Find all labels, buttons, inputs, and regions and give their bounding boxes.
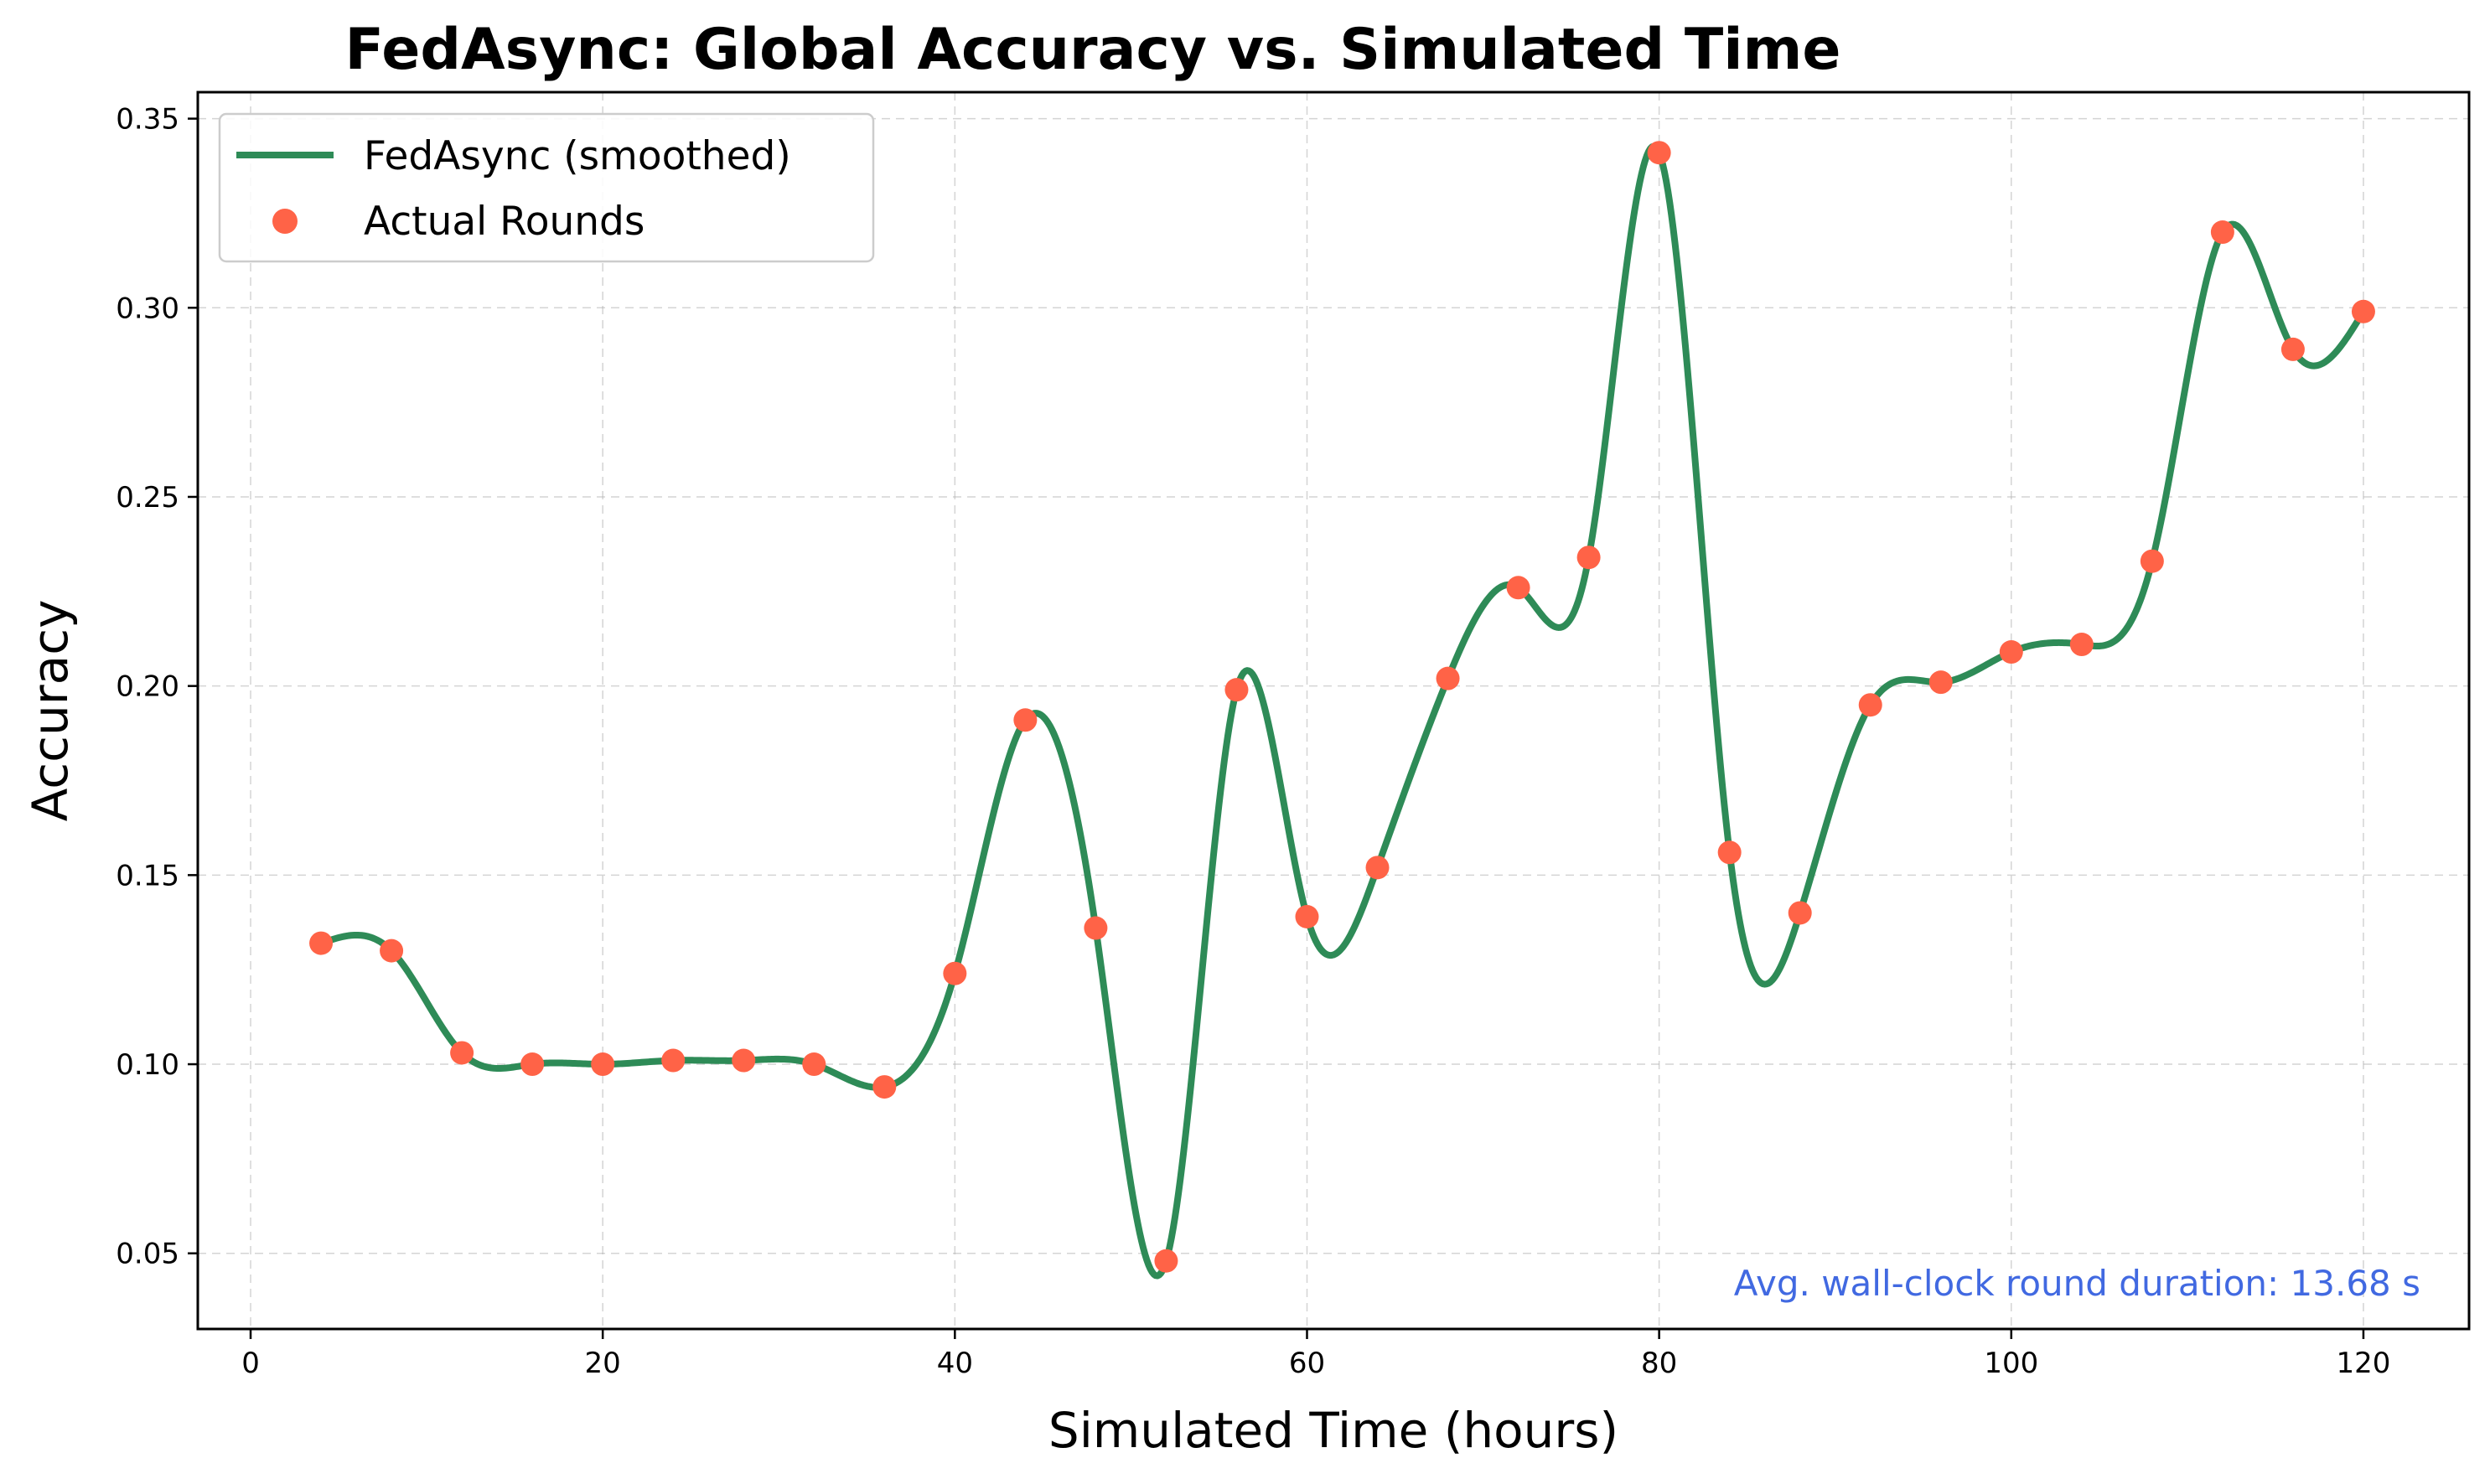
data-point-26 [2140, 549, 2164, 573]
data-point-17 [1506, 576, 1530, 600]
data-point-20 [1717, 840, 1742, 865]
legend-marker-swatch [272, 209, 298, 234]
legend-label-fedasync: FedAsync (smoothed) [364, 133, 791, 179]
y-axis-ticks: 0.05 0.10 0.15 0.20 0.25 0.30 0.35 [116, 103, 198, 1271]
legend-box [218, 112, 875, 263]
data-point-14 [1295, 905, 1319, 928]
data-point-8 [872, 1075, 897, 1099]
y-tick-label-5: 0.30 [116, 292, 179, 325]
x-tick-label-0: 0 [241, 1347, 260, 1380]
data-point-27 [2210, 220, 2234, 245]
x-tick-label-5: 100 [1984, 1347, 2038, 1380]
data-point-24 [1999, 640, 2023, 664]
data-point-15 [1365, 856, 1390, 880]
data-point-1 [380, 938, 404, 963]
x-tick-label-2: 40 [937, 1347, 973, 1380]
data-point-11 [1084, 916, 1108, 940]
data-point-19 [1647, 141, 1671, 165]
series-points-actual-rounds [309, 141, 2375, 1273]
data-point-23 [1928, 670, 1953, 695]
data-point-7 [802, 1052, 826, 1077]
x-tick-label-1: 20 [585, 1347, 621, 1380]
y-tick-label-6: 0.35 [116, 103, 179, 137]
plot-area-frame [196, 90, 2471, 1331]
y-tick-label-0: 0.05 [116, 1238, 179, 1271]
data-point-18 [1576, 546, 1601, 570]
data-point-25 [2069, 633, 2094, 657]
data-point-29 [2351, 299, 2375, 323]
y-tick-label-1: 0.10 [116, 1048, 179, 1082]
data-point-5 [661, 1048, 686, 1073]
y-tick-label-3: 0.20 [116, 670, 179, 704]
y-tick-label-2: 0.15 [116, 859, 179, 892]
data-point-10 [1013, 708, 1038, 732]
x-axis-label: Simulated Time (hours) [1048, 1402, 1618, 1459]
data-point-22 [1858, 693, 1882, 717]
x-tick-label-6: 120 [2337, 1347, 2391, 1380]
x-tick-label-4: 80 [1641, 1347, 1677, 1380]
round-duration-annotation: Avg. wall-clock round duration: 13.68 s [1734, 1263, 2420, 1304]
y-tick-label-4: 0.25 [116, 481, 179, 514]
chart-title: FedAsync: Global Accuracy vs. Simulated … [345, 17, 1841, 83]
data-point-3 [520, 1052, 545, 1077]
x-axis-ticks: 0 20 40 60 80 100 120 [241, 1329, 2390, 1380]
y-axis-label: Accuracy [22, 600, 79, 822]
data-point-9 [943, 961, 967, 985]
data-point-16 [1436, 666, 1460, 690]
x-tick-label-3: 60 [1289, 1347, 1325, 1380]
legend-label-actual-rounds: Actual Rounds [364, 199, 645, 245]
data-point-21 [1788, 901, 1812, 925]
data-point-4 [591, 1052, 615, 1077]
data-point-0 [309, 931, 334, 955]
data-point-6 [732, 1048, 756, 1073]
data-point-13 [1224, 678, 1249, 702]
series-line-fedasync [318, 142, 2367, 1280]
data-point-28 [2280, 337, 2305, 361]
legend: FedAsync (smoothed) Actual Rounds [218, 112, 875, 263]
data-point-2 [450, 1041, 474, 1065]
data-point-12 [1154, 1249, 1178, 1273]
